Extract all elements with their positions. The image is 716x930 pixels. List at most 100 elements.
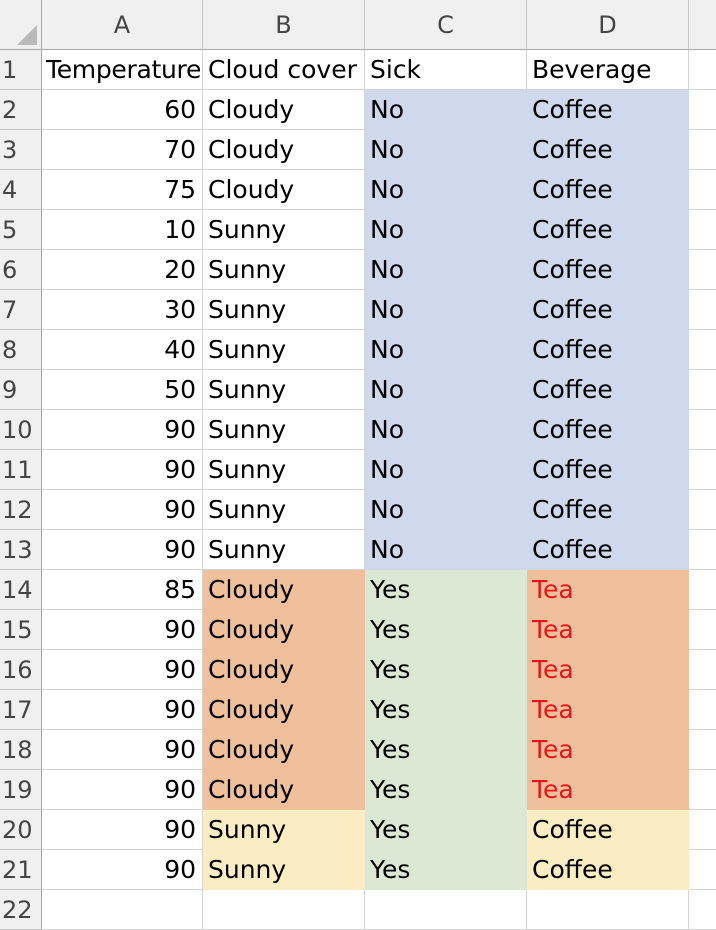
cell-column-e-stub[interactable] [689, 610, 716, 650]
cell-sick[interactable]: Yes [365, 570, 527, 610]
row-header-22[interactable]: 22 [0, 890, 42, 930]
cell-column-e-stub[interactable] [689, 50, 716, 90]
row-header-15[interactable]: 15 [0, 610, 42, 650]
column-header-b[interactable]: B [203, 0, 365, 50]
cell-cloud-cover[interactable]: Cloudy [203, 650, 365, 690]
cell-sick[interactable]: No [365, 410, 527, 450]
row-header-9[interactable]: 9 [0, 370, 42, 410]
cell-temperature[interactable]: 60 [42, 90, 203, 130]
cell-beverage[interactable]: Tea [527, 770, 689, 810]
cell-beverage[interactable]: Tea [527, 730, 689, 770]
row-header-1[interactable]: 1 [0, 50, 42, 90]
cell-beverage[interactable]: Coffee [527, 210, 689, 250]
cell-beverage[interactable]: Beverage [527, 50, 689, 90]
cell-sick[interactable]: Yes [365, 610, 527, 650]
cell-sick[interactable] [365, 890, 527, 930]
row-header-4[interactable]: 4 [0, 170, 42, 210]
column-header-c[interactable]: C [365, 0, 527, 50]
cell-beverage[interactable]: Coffee [527, 490, 689, 530]
cell-column-e-stub[interactable] [689, 530, 716, 570]
cell-temperature[interactable]: 90 [42, 410, 203, 450]
cell-temperature[interactable]: 20 [42, 250, 203, 290]
cell-cloud-cover[interactable]: Cloudy [203, 570, 365, 610]
cell-beverage[interactable]: Coffee [527, 90, 689, 130]
row-header-20[interactable]: 20 [0, 810, 42, 850]
cell-sick[interactable]: No [365, 450, 527, 490]
cell-beverage[interactable]: Coffee [527, 850, 689, 890]
cell-cloud-cover[interactable]: Cloudy [203, 90, 365, 130]
cell-column-e-stub[interactable] [689, 810, 716, 850]
cell-cloud-cover[interactable]: Sunny [203, 850, 365, 890]
row-header-16[interactable]: 16 [0, 650, 42, 690]
cell-beverage[interactable] [527, 890, 689, 930]
row-header-18[interactable]: 18 [0, 730, 42, 770]
cell-column-e-stub[interactable] [689, 130, 716, 170]
cell-temperature[interactable]: 50 [42, 370, 203, 410]
row-header-21[interactable]: 21 [0, 850, 42, 890]
row-header-8[interactable]: 8 [0, 330, 42, 370]
cell-column-e-stub[interactable] [689, 370, 716, 410]
row-header-17[interactable]: 17 [0, 690, 42, 730]
cell-sick[interactable]: No [365, 170, 527, 210]
cell-temperature[interactable]: 90 [42, 650, 203, 690]
cell-beverage[interactable]: Tea [527, 690, 689, 730]
cell-sick[interactable]: No [365, 530, 527, 570]
cell-beverage[interactable]: Coffee [527, 450, 689, 490]
cell-sick[interactable]: No [365, 250, 527, 290]
cell-temperature[interactable]: 90 [42, 690, 203, 730]
cell-cloud-cover[interactable]: Sunny [203, 330, 365, 370]
cell-temperature[interactable]: 10 [42, 210, 203, 250]
cell-sick[interactable]: Sick [365, 50, 527, 90]
cell-column-e-stub[interactable] [689, 770, 716, 810]
cell-sick[interactable]: No [365, 490, 527, 530]
cell-temperature[interactable] [42, 890, 203, 930]
cell-temperature[interactable]: 90 [42, 490, 203, 530]
cell-sick[interactable]: No [365, 330, 527, 370]
cell-column-e-stub[interactable] [689, 290, 716, 330]
cell-column-e-stub[interactable] [689, 90, 716, 130]
cell-cloud-cover[interactable]: Cloudy [203, 770, 365, 810]
cell-sick[interactable]: Yes [365, 730, 527, 770]
cell-cloud-cover[interactable]: Cloudy [203, 130, 365, 170]
cell-column-e-stub[interactable] [689, 690, 716, 730]
column-header-d[interactable]: D [527, 0, 689, 50]
row-header-19[interactable]: 19 [0, 770, 42, 810]
column-header-a[interactable]: A [42, 0, 203, 50]
cell-sick[interactable]: Yes [365, 770, 527, 810]
cell-sick[interactable]: Yes [365, 850, 527, 890]
cell-column-e-stub[interactable] [689, 170, 716, 210]
cell-column-e-stub[interactable] [689, 570, 716, 610]
select-all-corner[interactable] [0, 0, 42, 50]
cell-beverage[interactable]: Tea [527, 570, 689, 610]
cell-column-e-stub[interactable] [689, 410, 716, 450]
cell-sick[interactable]: No [365, 130, 527, 170]
cell-cloud-cover[interactable]: Cloudy [203, 610, 365, 650]
cell-beverage[interactable]: Tea [527, 650, 689, 690]
cell-beverage[interactable]: Coffee [527, 170, 689, 210]
cell-cloud-cover[interactable]: Sunny [203, 290, 365, 330]
cell-cloud-cover[interactable]: Sunny [203, 210, 365, 250]
cell-temperature[interactable]: 85 [42, 570, 203, 610]
row-header-3[interactable]: 3 [0, 130, 42, 170]
cell-beverage[interactable]: Coffee [527, 250, 689, 290]
cell-beverage[interactable]: Tea [527, 610, 689, 650]
cell-temperature[interactable]: 90 [42, 530, 203, 570]
cell-temperature[interactable]: 90 [42, 810, 203, 850]
row-header-12[interactable]: 12 [0, 490, 42, 530]
cell-temperature[interactable]: 90 [42, 850, 203, 890]
cell-beverage[interactable]: Coffee [527, 810, 689, 850]
cell-temperature[interactable]: 90 [42, 610, 203, 650]
row-header-14[interactable]: 14 [0, 570, 42, 610]
row-header-7[interactable]: 7 [0, 290, 42, 330]
cell-column-e-stub[interactable] [689, 210, 716, 250]
cell-temperature[interactable]: 90 [42, 770, 203, 810]
cell-column-e-stub[interactable] [689, 730, 716, 770]
cell-beverage[interactable]: Coffee [527, 290, 689, 330]
cell-sick[interactable]: No [365, 290, 527, 330]
cell-column-e-stub[interactable] [689, 450, 716, 490]
cell-cloud-cover[interactable]: Cloud cover [203, 50, 365, 90]
cell-cloud-cover[interactable]: Sunny [203, 810, 365, 850]
cell-beverage[interactable]: Coffee [527, 530, 689, 570]
cell-sick[interactable]: No [365, 90, 527, 130]
cell-column-e-stub[interactable] [689, 250, 716, 290]
